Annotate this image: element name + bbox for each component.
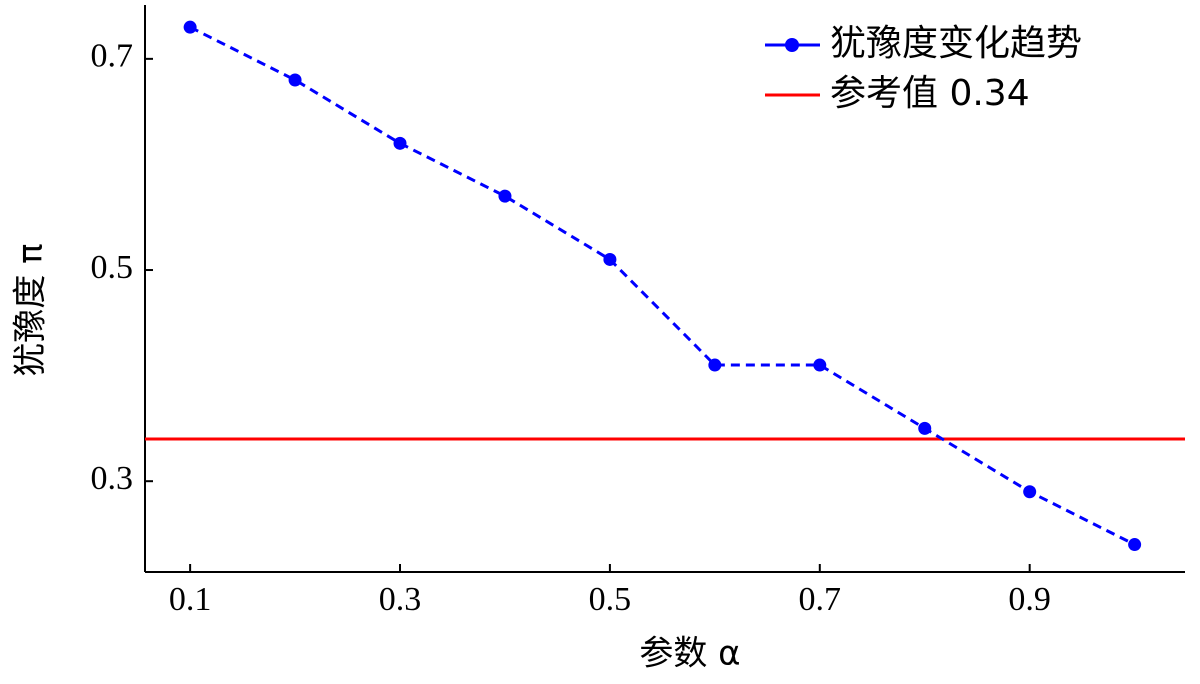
- data-point: [288, 73, 302, 87]
- data-point: [708, 358, 722, 372]
- x-tick-label: 0.3: [379, 581, 422, 618]
- legend-label: 犹豫度变化趋势: [830, 23, 1082, 64]
- data-point: [393, 136, 407, 150]
- y-tick-label: 0.7: [91, 38, 134, 75]
- data-point: [498, 189, 512, 203]
- y-tick-label: 0.5: [91, 249, 134, 286]
- data-point: [183, 20, 197, 34]
- legend-marker: [785, 38, 799, 52]
- x-tick-label: 0.1: [169, 581, 212, 618]
- x-tick-label: 0.5: [589, 581, 632, 618]
- data-point: [603, 252, 617, 266]
- y-axis-label: 犹豫度 π: [11, 243, 51, 376]
- data-point: [1023, 485, 1037, 499]
- data-point: [918, 421, 932, 435]
- x-tick-label: 0.9: [1008, 581, 1051, 618]
- legend-label: 参考值 0.34: [830, 73, 1030, 114]
- x-axis-label: 参数 α: [639, 634, 740, 674]
- data-point: [813, 358, 827, 372]
- data-point: [1128, 538, 1142, 552]
- x-tick-label: 0.7: [799, 581, 842, 618]
- y-tick-label: 0.3: [91, 460, 134, 497]
- series-line: [189, 25, 1136, 546]
